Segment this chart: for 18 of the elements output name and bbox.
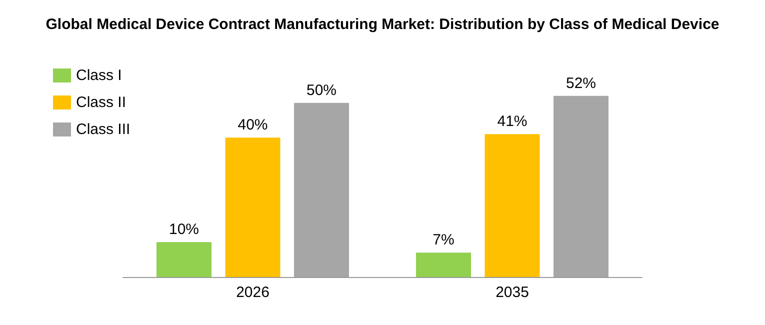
bar (554, 96, 608, 277)
legend-label: Class I (76, 67, 122, 84)
x-tick-label: 2026 (236, 284, 270, 301)
x-tick-label: 2035 (496, 284, 529, 301)
bar (484, 134, 540, 277)
chart-title: Global Medical Device Contract Manufacturing Market: Distribution by Class of Medical Device (46, 16, 720, 33)
data-label: 10% (168, 221, 200, 238)
data-label: 52% (566, 74, 596, 92)
bar (225, 138, 280, 277)
data-label: 41% (497, 113, 528, 130)
bar (156, 242, 212, 277)
legend-label: Class III (76, 121, 130, 138)
data-label: 50% (306, 82, 337, 99)
data-label: 7% (432, 232, 454, 249)
data-label: 40% (238, 116, 268, 134)
bar (416, 252, 471, 277)
bar (294, 102, 349, 277)
legend-label: Class II (76, 94, 126, 111)
